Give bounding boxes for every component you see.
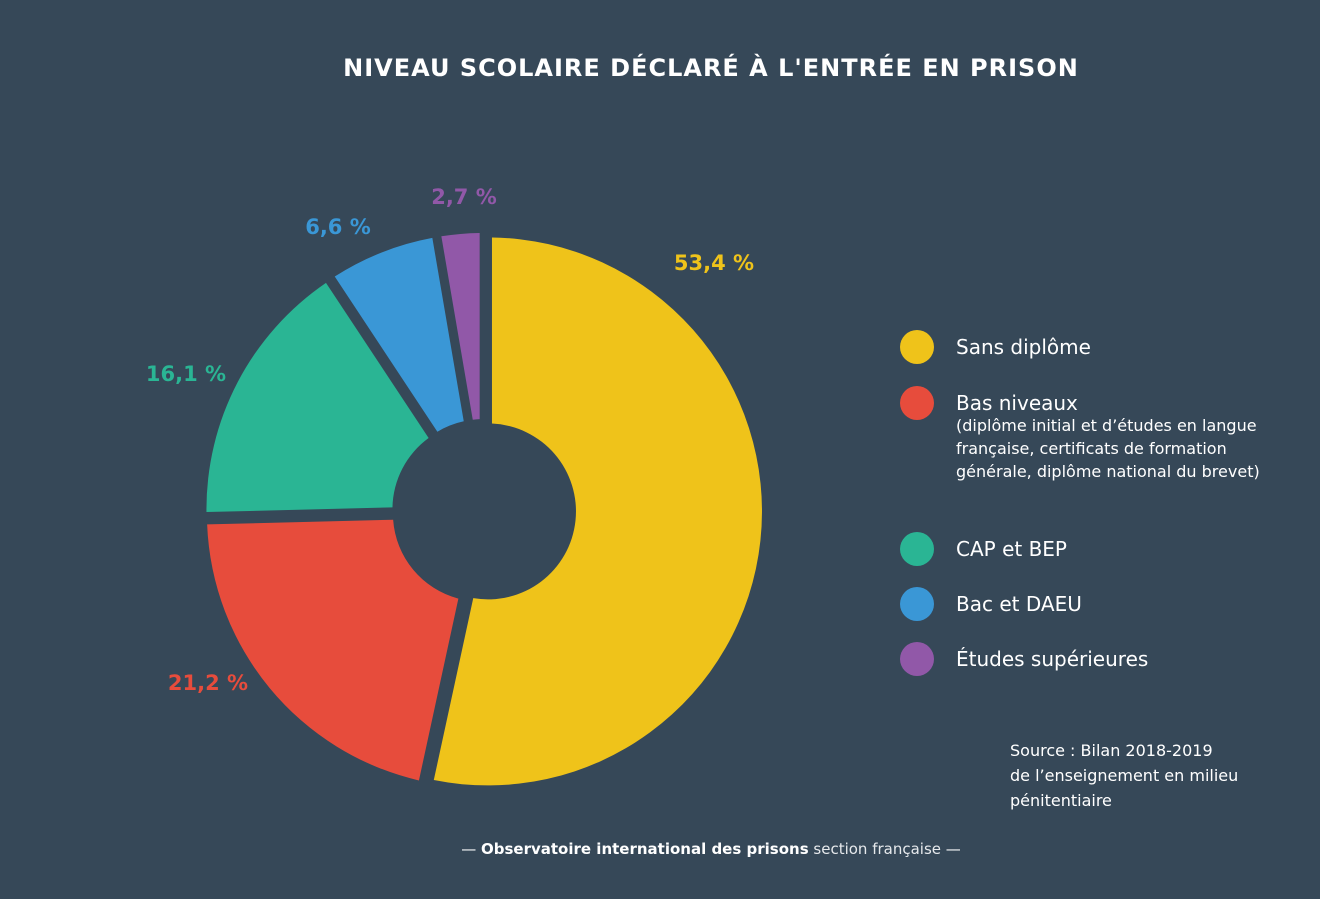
legend-swatch [900,642,934,676]
pie-slice [433,237,762,786]
footer-organization: Observatoire international des prisons [481,840,809,858]
source-line: Source : Bilan 2018-2019 [1010,741,1213,760]
legend-label: CAP et BEP [956,537,1067,561]
legend-swatch [900,386,934,420]
data-label: 6,6 % [305,215,371,239]
legend-swatch [900,330,934,364]
data-label: 21,2 % [168,671,248,695]
footer-dash: — [945,840,961,858]
legend-item-bac-daeu: Bac et DAEU [900,587,1082,621]
source-line: pénitentiaire [1010,791,1112,810]
footer-dash: — [461,840,477,858]
legend-item-bas-niveaux: Bas niveaux (diplôme initial et d’études… [900,386,1276,483]
legend-description: (diplôme initial et d’études en langue f… [956,416,1260,481]
data-label: 16,1 % [146,362,226,386]
legend-swatch [900,587,934,621]
footer-credit: — Observatoire international des prisons… [0,840,1320,858]
pie-slice [207,519,459,781]
chart-title: NIVEAU SCOLAIRE DÉCLARÉ À L'ENTRÉE EN PR… [343,54,1079,82]
legend-item-sans-diplome: Sans diplôme [900,330,1091,364]
legend-label: Bas niveaux [956,391,1078,415]
footer-section: section française [813,840,941,858]
data-label: 2,7 % [431,185,497,209]
legend-item-etudes-superieures: Études supérieures [900,642,1148,676]
legend-swatch [900,532,934,566]
legend-label: Sans diplôme [956,335,1091,359]
source-line: de l’enseignement en milieu [1010,766,1239,785]
legend-label: Études supérieures [956,647,1149,671]
data-label: 53,4 % [674,251,754,275]
pie-slice [441,233,480,420]
pie-slice [334,237,464,432]
source-note: Source : Bilan 2018-2019 de l’enseigneme… [1010,738,1310,813]
legend-label: Bac et DAEU [956,592,1082,616]
legend-item-cap-bep: CAP et BEP [900,532,1067,566]
pie-slice [206,282,429,513]
